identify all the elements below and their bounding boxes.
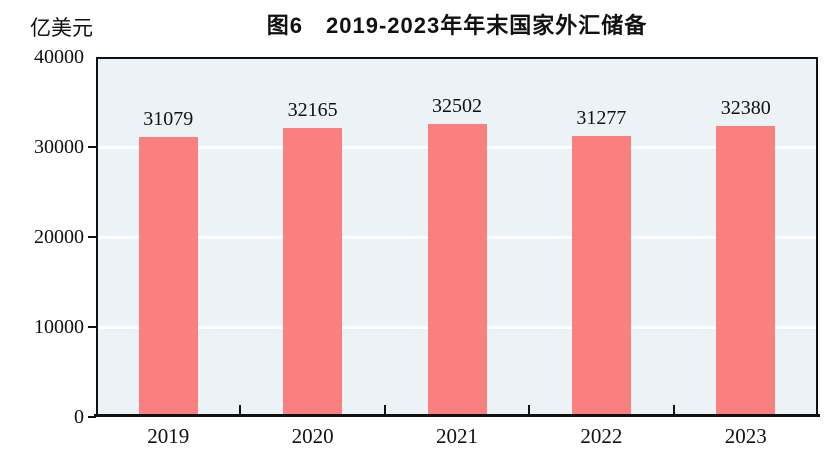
bar-value-label-2023: 32380 (720, 96, 771, 119)
bar-2021 (427, 124, 487, 415)
bar-value-label-2021: 32502 (432, 95, 482, 118)
y-tick-mark-10000 (88, 326, 96, 328)
x-boundary-tick-4 (672, 405, 675, 415)
x-boundary-tick-1 (239, 405, 242, 415)
x-tick-label-2022: 2022 (580, 424, 623, 448)
bar-2022 (571, 135, 631, 415)
y-tick-label-40000: 40000 (34, 46, 84, 68)
x-tick-label-2023: 2023 (724, 424, 767, 448)
y-tick-label-10000: 10000 (34, 316, 84, 338)
x-axis-line (94, 414, 820, 417)
bar-value-label-2020: 32165 (287, 98, 338, 121)
y-axis-unit-label: 亿美元 (30, 16, 93, 40)
y-tick-label-0: 0 (74, 406, 84, 428)
chart-title: 图6 2019-2023年年末国家外汇储备 (266, 13, 648, 38)
bar-value-label-2019: 31079 (143, 108, 194, 131)
y-tick-mark-20000 (88, 236, 96, 238)
x-tick-label-2020: 2020 (291, 424, 334, 448)
x-tick-label-2019: 2019 (147, 424, 190, 448)
x-tick-label-2021: 2021 (436, 424, 478, 448)
y-tick-mark-0 (88, 416, 96, 418)
bar-2023 (716, 125, 776, 415)
bar-value-label-2022: 31277 (576, 106, 627, 129)
y-tick-label-30000: 30000 (34, 136, 84, 158)
y-tick-label-20000: 20000 (34, 226, 84, 248)
x-boundary-tick-2 (383, 405, 386, 415)
bar-2020 (283, 127, 343, 415)
x-boundary-tick-3 (528, 405, 531, 415)
y-tick-mark-30000 (88, 146, 96, 148)
bar-2019 (138, 137, 198, 415)
